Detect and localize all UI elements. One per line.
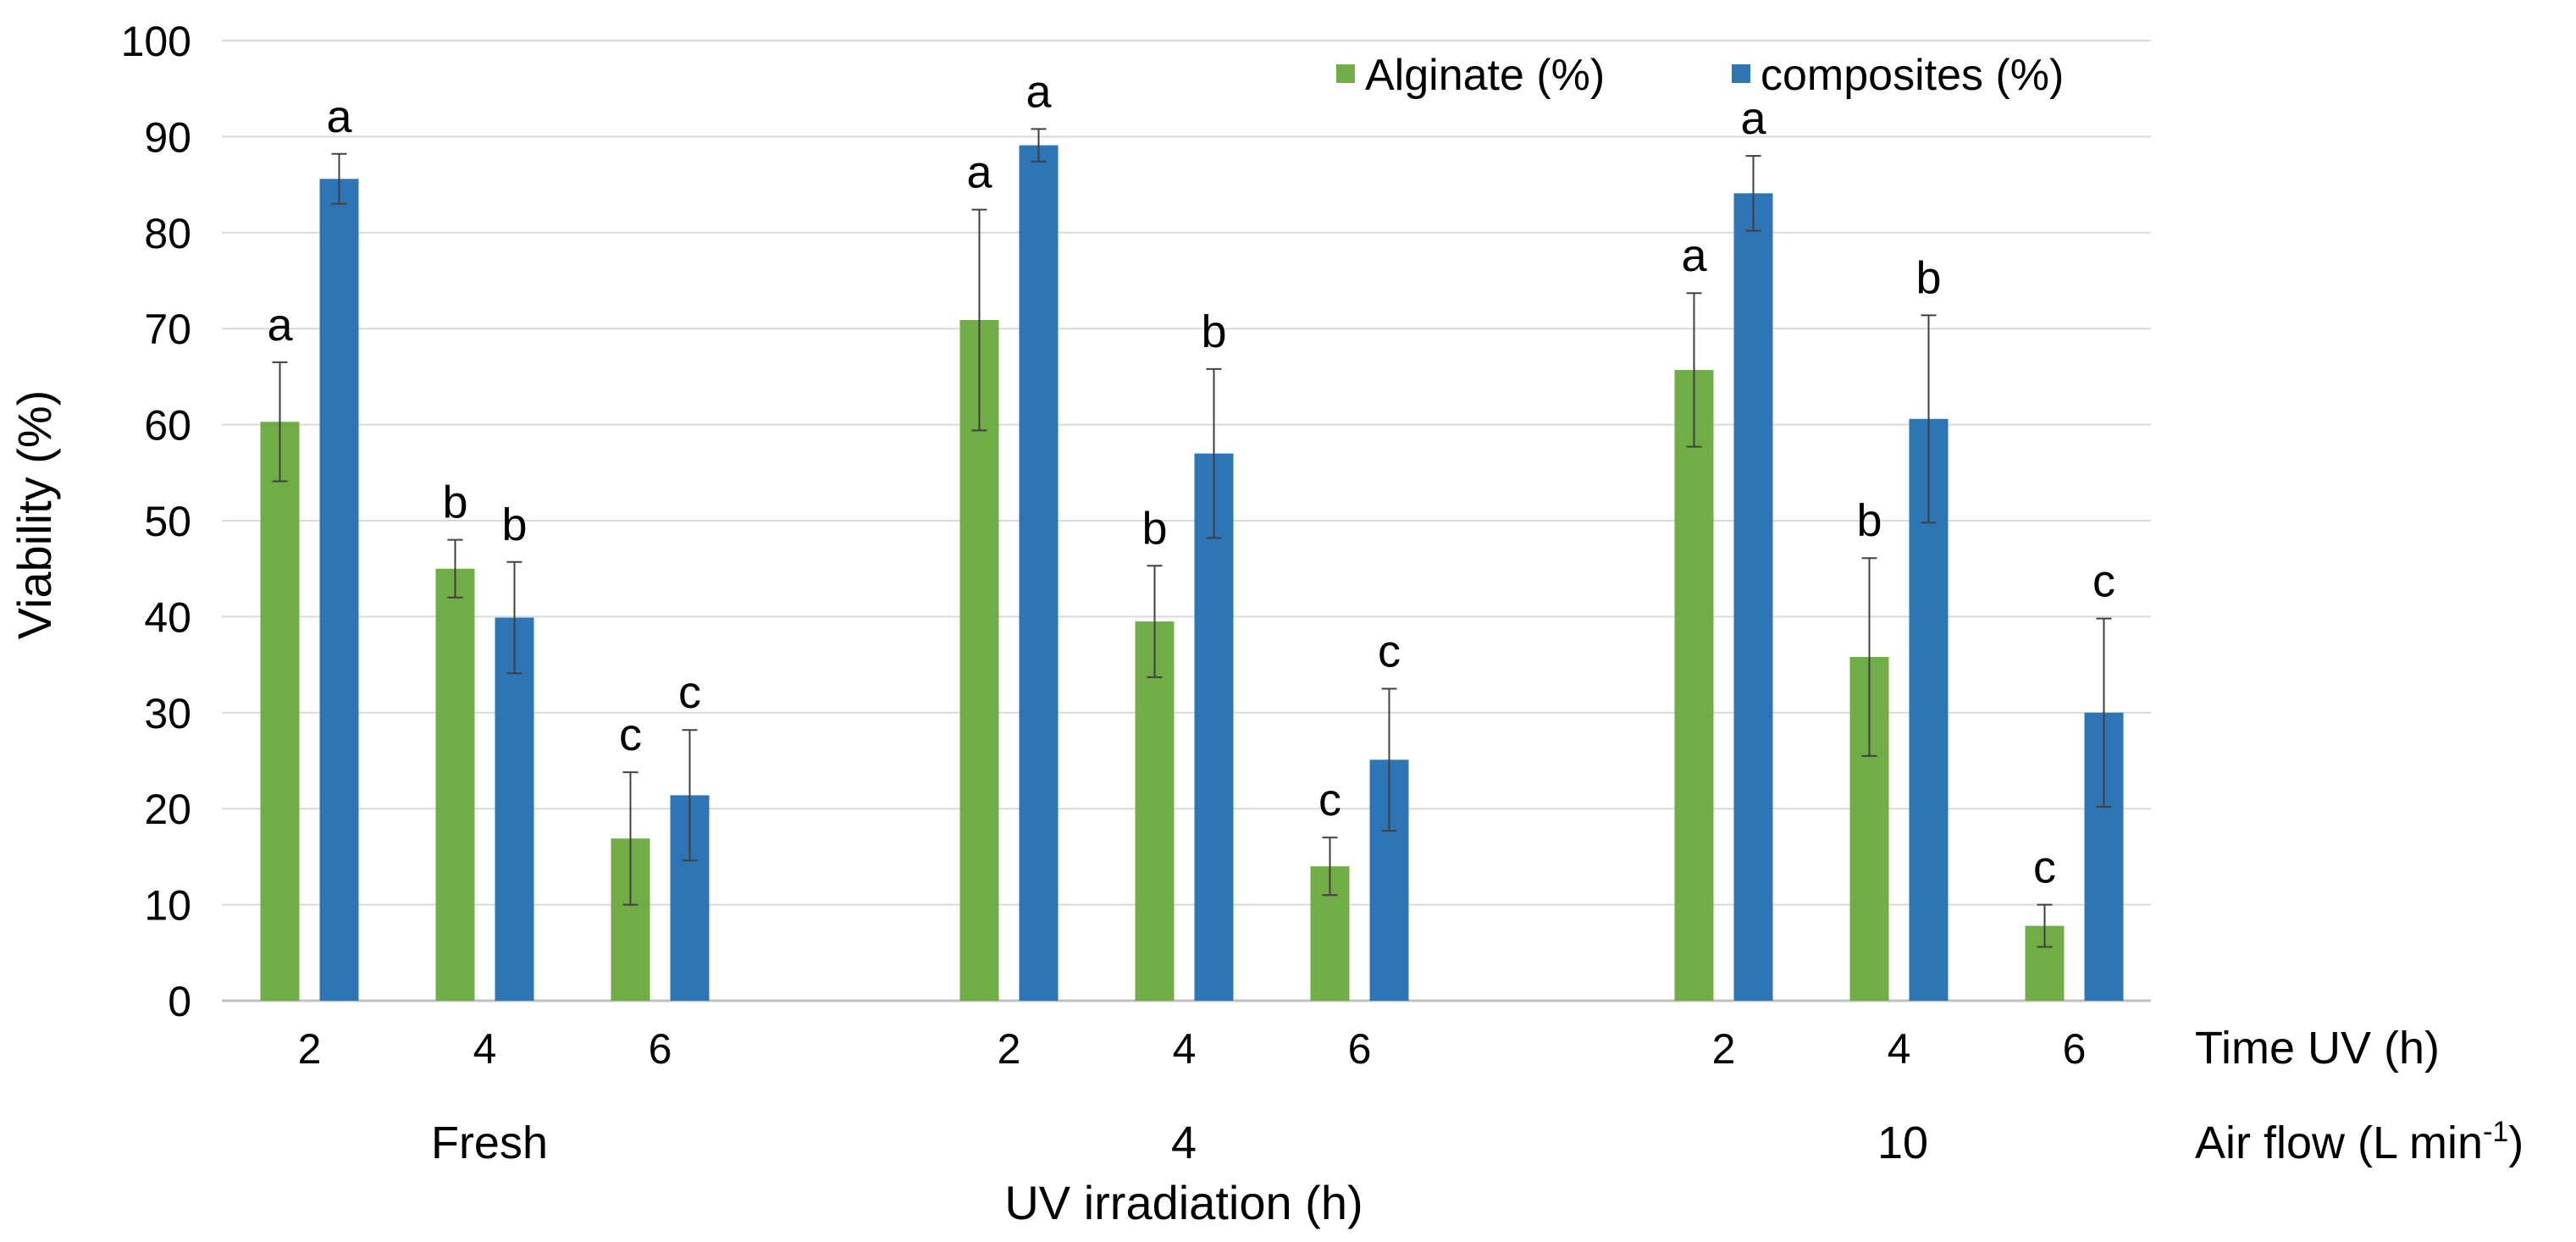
significance-letter: c [1318, 775, 1341, 825]
significance-letter: c [619, 709, 642, 760]
significance-letter: b [501, 500, 527, 550]
significance-letter: a [1681, 230, 1707, 281]
y-axis-ticks: 0 10 20 30 40 50 60 70 80 90 100 [121, 18, 191, 1025]
composites-bar [1733, 193, 1773, 1001]
x-tick-label: 4 [1173, 1025, 1197, 1073]
significance-letter: b [1142, 503, 1167, 554]
y-tick-label: 20 [144, 786, 191, 833]
alginate-bar [1135, 621, 1175, 1001]
alginate-bar [435, 568, 475, 1001]
x-group-label: Fresh [431, 1118, 548, 1168]
x-tick-label: 2 [1712, 1025, 1736, 1073]
x-group-label: 10 [1877, 1118, 1928, 1168]
significance-letter: b [442, 477, 467, 528]
x-tick-label: 6 [2063, 1025, 2087, 1073]
y-tick-label: 50 [144, 498, 191, 545]
y-tick-label: 40 [144, 593, 191, 641]
significance-letter: c [2092, 556, 2115, 607]
y-tick-label: 60 [144, 402, 191, 450]
significance-letter: a [1025, 66, 1052, 117]
composites-bar [1194, 453, 1234, 1001]
significance-letter: b [1856, 495, 1882, 546]
composites-bar [319, 179, 359, 1001]
alginate-bar [260, 422, 300, 1001]
x-axis-ticks: 2 4 6 Fresh 2 4 6 4 2 4 6 10 [298, 1025, 2087, 1168]
y-tick-label: 100 [121, 18, 191, 65]
y-tick-label: 10 [144, 882, 191, 930]
significance-letter: a [966, 147, 992, 198]
legend-label: composites (%) [1761, 51, 2064, 100]
composites-bar [1019, 145, 1059, 1001]
significance-letter: b [1201, 306, 1226, 357]
x-tick-label: 6 [649, 1025, 672, 1073]
y-tick-label: 70 [144, 306, 191, 353]
significance-letter: c [678, 667, 701, 718]
bars [260, 128, 2124, 1001]
significance-letters: a b c a b c a b c a b c a b c a b c [267, 66, 2115, 892]
gridlines [222, 40, 2151, 1002]
time-uv-row-label: Time UV (h) [2195, 1023, 2440, 1074]
x-tick-label: 2 [298, 1025, 322, 1073]
x-tick-label: 6 [1348, 1025, 1372, 1073]
y-tick-label: 80 [144, 210, 191, 257]
x-tick-label: 4 [1888, 1025, 1911, 1073]
significance-letter: a [1740, 93, 1766, 144]
legend-swatch [1732, 64, 1750, 83]
significance-letter: b [1915, 252, 1941, 303]
x-group-label: 4 [1171, 1118, 1197, 1168]
composites-bar [495, 617, 534, 1001]
legend-label: Alginate (%) [1365, 51, 1605, 100]
x-tick-label: 4 [473, 1025, 497, 1073]
significance-letter: c [2033, 842, 2056, 893]
significance-letter: c [1378, 626, 1401, 676]
air-flow-label-close: ) [2508, 1118, 2523, 1168]
significance-letter: a [267, 300, 293, 351]
y-tick-label: 0 [168, 978, 191, 1025]
alginate-bar [1674, 369, 1714, 1001]
y-tick-label: 90 [144, 113, 191, 161]
air-flow-label-superscript: -1 [2483, 1116, 2508, 1148]
air-flow-label-text: Air flow (L min [2195, 1118, 2483, 1168]
x-axis-title: UV irradiation (h) [1004, 1176, 1363, 1229]
x-tick-label: 2 [998, 1025, 1021, 1073]
y-axis-title: Viability (%) [8, 390, 61, 640]
legend: Alginate (%) composites (%) [1336, 51, 2064, 100]
significance-letter: a [326, 91, 352, 142]
legend-swatch [1336, 64, 1355, 83]
alginate-bar [959, 319, 999, 1001]
y-tick-label: 30 [144, 690, 191, 737]
air-flow-row-label: Air flow (L min-1) [2195, 1116, 2523, 1168]
